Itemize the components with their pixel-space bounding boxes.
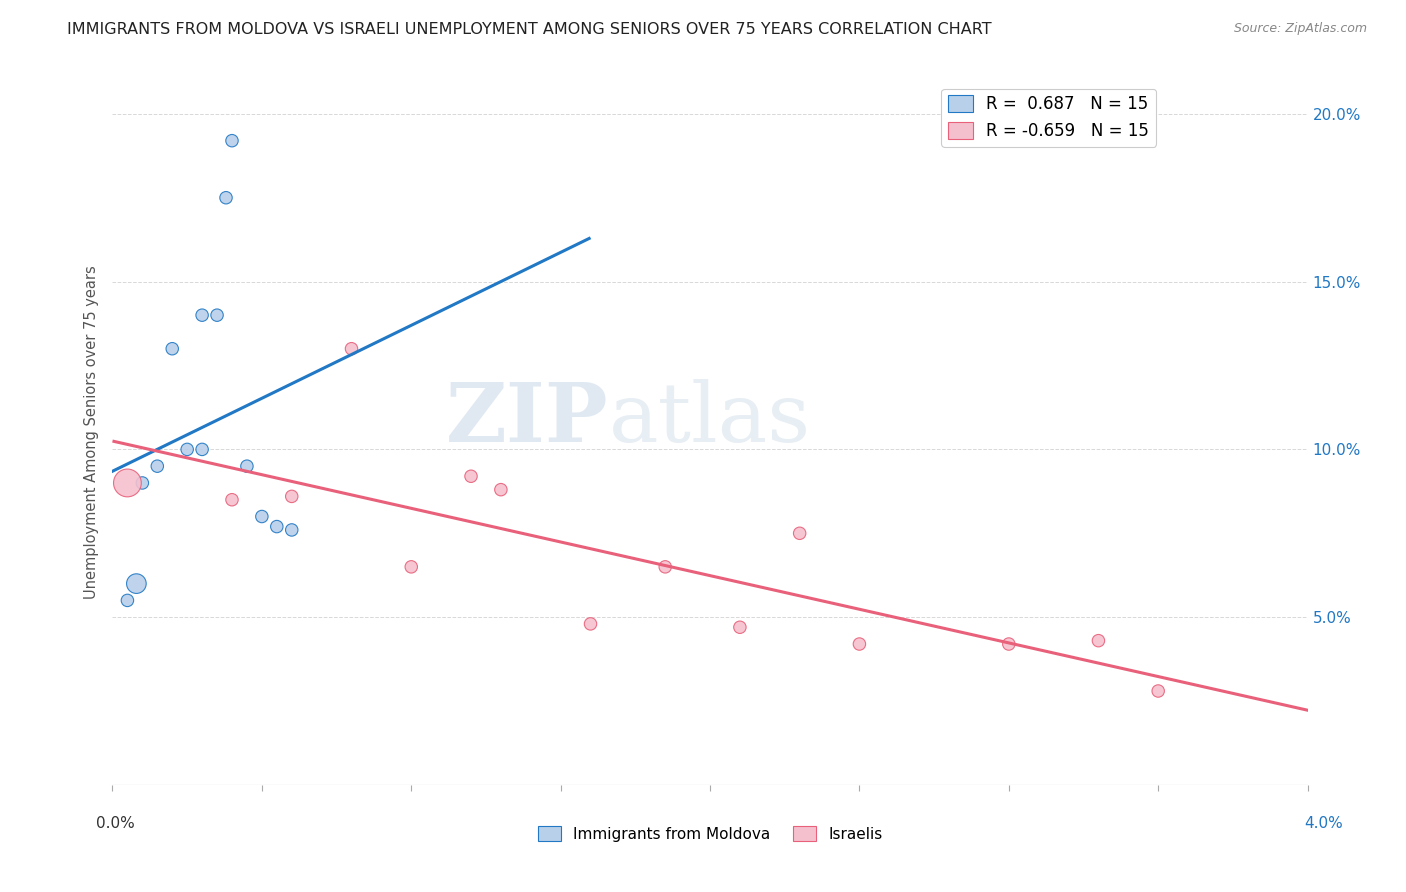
- Point: [654, 559, 676, 574]
- Point: [205, 308, 228, 322]
- Point: [998, 637, 1021, 651]
- Point: [489, 483, 512, 497]
- Point: [848, 637, 870, 651]
- Point: [250, 509, 273, 524]
- Point: [176, 442, 198, 457]
- Point: [162, 342, 183, 356]
- Text: 0.0%: 0.0%: [96, 816, 135, 831]
- Legend: Immigrants from Moldova, Israelis: Immigrants from Moldova, Israelis: [531, 820, 889, 847]
- Point: [579, 616, 602, 631]
- Point: [146, 459, 169, 474]
- Point: [266, 519, 288, 533]
- Point: [1147, 684, 1170, 698]
- Point: [789, 526, 811, 541]
- Point: [236, 459, 259, 474]
- Point: [221, 134, 243, 148]
- Point: [191, 442, 214, 457]
- Point: [131, 475, 153, 490]
- Point: [401, 559, 423, 574]
- Point: [125, 576, 148, 591]
- Point: [221, 492, 243, 507]
- Point: [117, 475, 139, 490]
- Point: [215, 191, 238, 205]
- Text: ZIP: ZIP: [446, 378, 609, 458]
- Text: Source: ZipAtlas.com: Source: ZipAtlas.com: [1233, 22, 1367, 36]
- Point: [460, 469, 482, 483]
- Point: [340, 342, 363, 356]
- Text: IMMIGRANTS FROM MOLDOVA VS ISRAELI UNEMPLOYMENT AMONG SENIORS OVER 75 YEARS CORR: IMMIGRANTS FROM MOLDOVA VS ISRAELI UNEMP…: [67, 22, 993, 37]
- Text: 4.0%: 4.0%: [1303, 816, 1343, 831]
- Point: [281, 523, 304, 537]
- Text: atlas: atlas: [609, 378, 811, 458]
- Point: [281, 489, 304, 503]
- Point: [1087, 633, 1109, 648]
- Point: [117, 593, 139, 607]
- Point: [728, 620, 751, 634]
- Point: [191, 308, 214, 322]
- Y-axis label: Unemployment Among Seniors over 75 years: Unemployment Among Seniors over 75 years: [84, 266, 100, 599]
